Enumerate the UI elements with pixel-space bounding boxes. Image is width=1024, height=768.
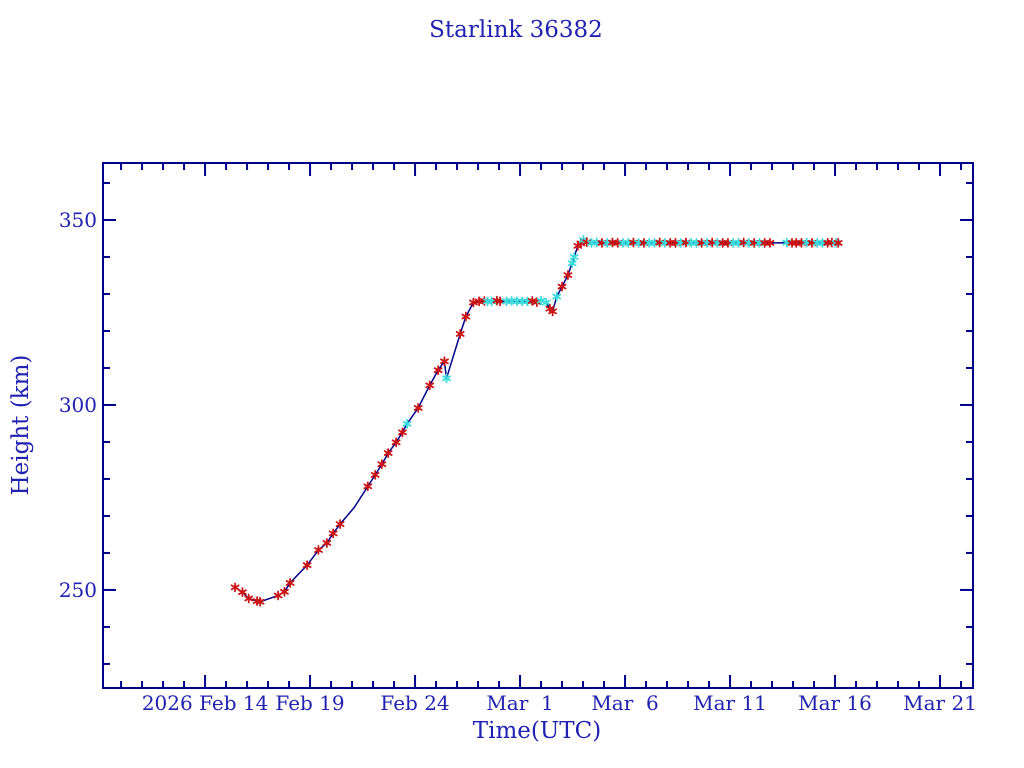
y-axis-title: Height (km) — [8, 355, 34, 496]
red-asterisk-marker — [833, 238, 843, 248]
x-tick-label: 2026 Feb 14 — [142, 691, 268, 715]
red-asterisk-marker — [527, 296, 537, 306]
red-asterisk-marker — [398, 427, 407, 438]
y-tick-label: 250 — [59, 578, 97, 602]
red-asterisk-marker — [370, 469, 380, 480]
x-tick-label: Feb 19 — [275, 691, 344, 715]
red-asterisk-marker — [335, 519, 345, 529]
cyan-asterisk-marker — [569, 252, 579, 262]
red-asterisk-marker — [548, 306, 557, 317]
y-tick-label: 350 — [59, 208, 97, 232]
cyan-asterisk-marker — [442, 373, 451, 384]
cyan-asterisk-marker — [402, 418, 412, 429]
x-tick-label: Mar 16 — [798, 691, 872, 715]
plot-area: 2026 Feb 14 Feb 19 Feb 24 Mar 1 Mar 6 Mar 11 M… — [59, 162, 977, 715]
cyan-asterisk-marker — [536, 295, 546, 306]
x-tick-label: Feb 24 — [380, 691, 449, 715]
x-tick-label: Mar 6 — [591, 691, 658, 715]
chart-title: Starlink 36382 — [429, 17, 603, 43]
red-asterisk-marker — [765, 238, 775, 248]
red-asterisk-marker — [383, 448, 393, 458]
cyan-asterisk-marker — [567, 258, 577, 269]
x-tick-label: Mar 1 — [486, 691, 553, 715]
red-asterisk-marker — [244, 593, 254, 604]
red-asterisk-marker — [391, 437, 401, 448]
y-tick-label: 300 — [59, 393, 97, 417]
x-axis-title: Time(UTC) — [473, 718, 601, 744]
red-asterisk-marker — [455, 329, 465, 339]
x-tick-label: Mar 11 — [693, 691, 767, 715]
plot-frame — [102, 162, 974, 689]
red-asterisk-marker — [230, 582, 240, 593]
red-asterisk-marker — [377, 459, 387, 470]
red-asterisk-marker — [461, 311, 471, 322]
red-asterisk-marker — [285, 578, 295, 588]
red-asterisk-marker — [255, 596, 265, 607]
red-asterisk-marker — [280, 586, 289, 597]
cyan-asterisk-marker — [541, 297, 551, 308]
red-asterisk-marker — [328, 528, 338, 539]
cyan-asterisk-marker — [552, 291, 562, 302]
height-data-line — [234, 238, 839, 603]
x-tick-label: Mar 21 — [903, 691, 977, 715]
red-asterisk-marker — [557, 281, 567, 292]
red-asterisk-marker — [302, 560, 312, 571]
red-asterisk-marker — [363, 481, 373, 492]
red-asterisk-marker — [413, 403, 423, 413]
red-asterisk-marker — [563, 270, 573, 281]
red-asterisk-marker — [433, 365, 443, 376]
red-asterisk-marker — [273, 590, 283, 601]
red-asterisk-marker — [238, 587, 247, 598]
red-asterisk-marker — [425, 380, 435, 391]
red-asterisk-marker — [314, 545, 323, 555]
red-asterisk-marker — [440, 356, 449, 367]
red-asterisk-marker — [322, 538, 332, 548]
